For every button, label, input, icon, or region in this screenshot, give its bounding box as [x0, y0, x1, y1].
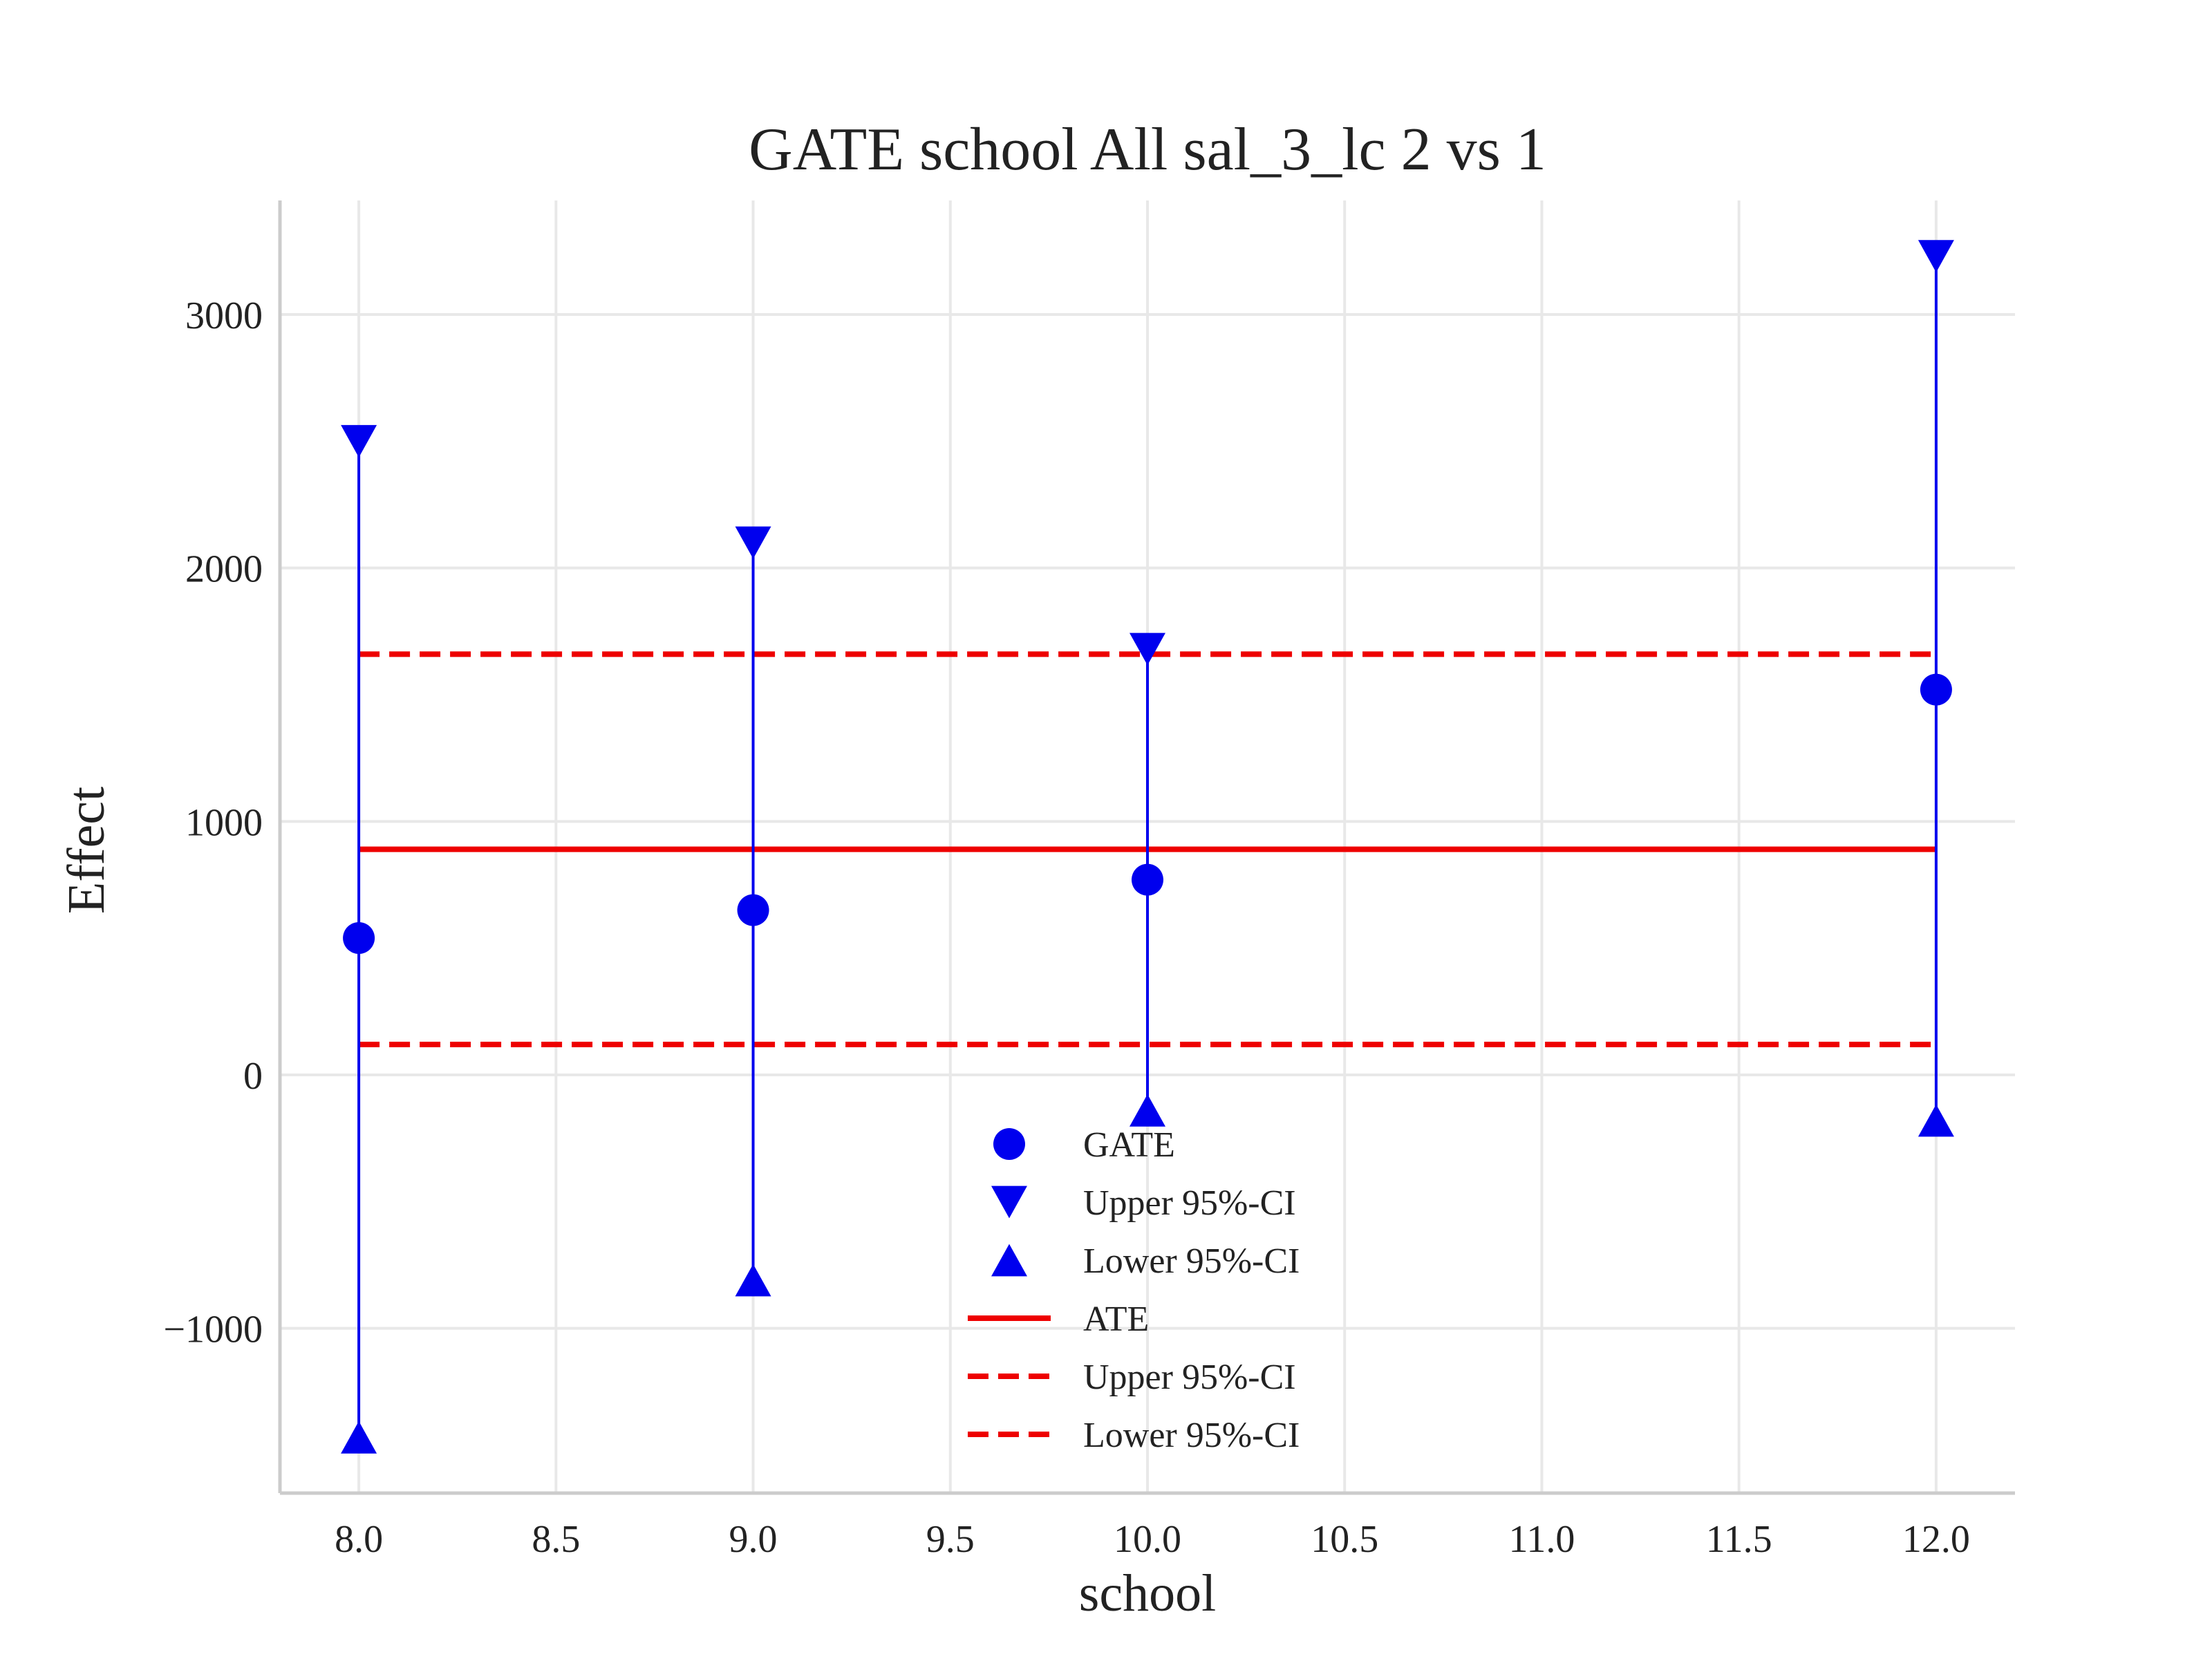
legend-item: Lower 95%-CI — [991, 1241, 1300, 1281]
legend-triangle-down-icon — [991, 1185, 1027, 1219]
upper-ci-marker — [1130, 632, 1165, 666]
legend-label: ATE — [1083, 1300, 1149, 1339]
y-tick-label: −1000 — [163, 1309, 263, 1351]
gate-point — [1920, 673, 1952, 706]
y-tick-label: 1000 — [185, 801, 263, 844]
chart-title: GATE school All sal_3_lc 2 vs 1 — [749, 116, 1546, 183]
x-tick-label: 12.0 — [1902, 1518, 1970, 1561]
legend: GATE Upper 95%-CI Lower 95%-CI ATE Upper 95%… — [968, 1125, 1300, 1455]
y-tick-label: 0 — [243, 1055, 263, 1098]
legend-item: Upper 95%-CI — [991, 1183, 1296, 1223]
legend-label: Upper 95%-CI — [1083, 1358, 1296, 1397]
upper-ci-marker — [341, 424, 377, 458]
legend-item: ATE — [968, 1300, 1149, 1339]
gate-point — [737, 894, 769, 926]
x-tick-label: 10.0 — [1114, 1518, 1181, 1561]
x-tick-label: 9.0 — [729, 1518, 778, 1561]
lower-ci-marker — [1130, 1094, 1165, 1127]
legend-item: GATE — [993, 1125, 1175, 1165]
x-tick-label: 9.5 — [926, 1518, 975, 1561]
legend-label: Upper 95%-CI — [1083, 1183, 1296, 1223]
upper-ci-marker — [1918, 240, 1954, 273]
x-tick-label: 8.5 — [532, 1518, 580, 1561]
y-axis-label: Effect — [57, 787, 115, 914]
x-tick-label: 11.5 — [1706, 1518, 1772, 1561]
gate-point — [1132, 863, 1163, 896]
legend-triangle-up-icon — [991, 1244, 1027, 1277]
legend-circle-icon — [993, 1128, 1025, 1160]
legend-item: Lower 95%-CI — [968, 1416, 1300, 1455]
upper-ci-marker — [735, 526, 771, 559]
y-tick-label: 2000 — [185, 548, 263, 591]
x-tick-label: 10.5 — [1311, 1518, 1378, 1561]
gate-point — [343, 922, 375, 954]
x-tick-label: 11.0 — [1508, 1518, 1575, 1561]
legend-label: Lower 95%-CI — [1083, 1241, 1300, 1281]
data-points — [341, 240, 1954, 1454]
lower-ci-marker — [735, 1264, 771, 1297]
legend-label: Lower 95%-CI — [1083, 1416, 1300, 1455]
y-tick-label: 3000 — [185, 294, 263, 337]
lower-ci-marker — [1918, 1104, 1954, 1137]
legend-label: GATE — [1083, 1125, 1175, 1165]
x-tick-label: 8.0 — [335, 1518, 383, 1561]
axes: 8.0 8.5 9.0 9.5 10.0 10.5 11.0 11.5 12.0 −1000 0 10… — [163, 200, 2015, 1561]
lower-ci-marker — [341, 1421, 377, 1454]
x-axis-label: school — [1079, 1564, 1216, 1622]
legend-item: Upper 95%-CI — [968, 1358, 1296, 1397]
